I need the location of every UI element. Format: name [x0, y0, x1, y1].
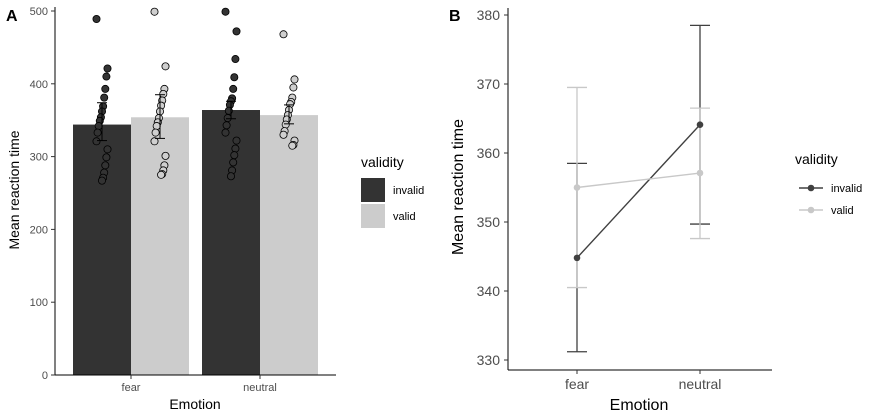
y-tick-label: 340	[477, 283, 501, 299]
point-invalid-neutral	[230, 151, 239, 160]
x-tick-label: fear	[122, 382, 141, 394]
y-tick-label: 380	[477, 7, 501, 23]
legend-label-valid: valid	[393, 211, 416, 223]
point-invalid-fear	[92, 137, 101, 146]
legend-label-invalid: invalid	[831, 183, 862, 195]
point-valid-neutral	[279, 130, 288, 139]
point-valid-fear	[150, 137, 159, 146]
point-invalid-fear	[101, 161, 110, 170]
panel-b-error-bars	[567, 24, 710, 353]
point-valid-fear	[161, 151, 170, 160]
y-tick-label: 300	[30, 152, 48, 164]
point-valid-neutral	[288, 141, 297, 150]
x-tick-label: fear	[565, 376, 589, 392]
point-invalid-neutral	[222, 121, 231, 130]
series-line-valid	[576, 172, 701, 189]
point-invalid-neutral	[223, 114, 232, 123]
point-invalid-neutral	[696, 121, 704, 129]
y-tick-label: 370	[477, 76, 501, 92]
panel-b-x-ticks: fear neutral	[565, 370, 721, 392]
point-valid-fear	[159, 89, 168, 98]
point-invalid-fear	[101, 84, 110, 93]
panel-b: B 330 340 350 360 370 380 fear neutral Emotion…	[449, 7, 862, 414]
bar-invalid-neutral	[202, 110, 260, 376]
point-valid-fear	[151, 128, 160, 137]
panel-b-label: B	[449, 8, 461, 25]
panel-b-x-axis-title: Emotion	[610, 397, 669, 414]
point-invalid-neutral	[231, 144, 240, 153]
legend-key-valid	[361, 204, 385, 228]
point-valid-fear	[150, 7, 159, 16]
point-invalid-fear	[92, 15, 101, 24]
panel-b-points	[573, 121, 704, 262]
panel-a-y-ticks: 0 100 200 300 400 500	[30, 6, 55, 382]
panel-a-legend-title: validity	[361, 154, 404, 170]
y-tick-label: 400	[30, 79, 48, 91]
point-valid-neutral	[289, 83, 298, 92]
point-valid-neutral	[290, 75, 299, 84]
panel-a: A 0 100 200 300 400 500 fear neutral Emotion M…	[6, 6, 424, 412]
panel-b-y-axis-title: Mean reaction time	[450, 119, 467, 255]
x-tick-label: neutral	[243, 382, 277, 394]
legend-dot-invalid	[807, 184, 815, 192]
panel-a-error-bars	[97, 94, 294, 142]
point-invalid-fear	[103, 145, 112, 154]
point-invalid-neutral	[226, 172, 235, 181]
bar-invalid-fear	[73, 124, 131, 376]
bar-valid-fear	[131, 117, 189, 376]
y-tick-label: 500	[30, 6, 48, 18]
point-invalid-neutral	[230, 73, 239, 82]
point-invalid-fear	[93, 128, 102, 137]
point-invalid-neutral	[221, 128, 230, 137]
point-invalid-neutral	[231, 55, 240, 64]
point-valid-fear	[157, 170, 166, 179]
y-tick-label: 0	[42, 370, 48, 382]
legend-label-valid: valid	[831, 205, 854, 217]
panel-b-legend: validity invalid valid	[795, 151, 862, 217]
panel-b-legend-title: validity	[795, 151, 838, 167]
point-invalid-neutral	[229, 84, 238, 93]
series-line-invalid	[576, 124, 701, 259]
point-valid-neutral	[279, 30, 288, 39]
y-tick-label: 360	[477, 145, 501, 161]
point-valid-fear	[573, 184, 581, 191]
x-tick-label: neutral	[679, 376, 722, 392]
legend-label-invalid: invalid	[393, 185, 424, 197]
bar-valid-neutral	[260, 115, 318, 375]
legend-dot-valid	[807, 206, 815, 214]
legend-key-invalid	[361, 178, 385, 202]
point-invalid-neutral	[232, 27, 241, 36]
point-valid-neutral	[696, 169, 704, 177]
point-valid-fear	[152, 122, 161, 131]
point-invalid-fear	[102, 153, 111, 162]
panel-a-points	[92, 7, 299, 185]
panel-b-y-ticks: 330 340 350 360 370 380	[477, 7, 508, 368]
point-invalid-neutral	[221, 7, 230, 16]
panel-a-label: A	[6, 8, 18, 25]
panel-a-x-ticks: fear neutral	[122, 375, 277, 394]
panel-b-lines	[576, 124, 701, 259]
point-valid-neutral	[281, 120, 290, 129]
point-invalid-fear	[103, 64, 112, 73]
y-tick-label: 200	[30, 224, 48, 236]
y-tick-label: 330	[477, 352, 501, 368]
y-tick-label: 350	[477, 214, 501, 230]
point-invalid-fear	[102, 72, 111, 81]
panel-a-x-axis-title: Emotion	[169, 396, 220, 412]
panel-a-y-axis-title: Mean reaction time	[6, 130, 22, 249]
y-tick-label: 100	[30, 297, 48, 309]
point-invalid-neutral	[229, 158, 238, 167]
panel-a-legend: validity invalid valid	[361, 154, 424, 228]
point-invalid-fear	[100, 93, 109, 102]
point-invalid-neutral	[232, 136, 241, 145]
point-invalid-fear	[94, 122, 103, 131]
point-invalid-fear	[98, 176, 107, 185]
point-invalid-fear	[573, 254, 581, 262]
point-valid-fear	[161, 62, 170, 71]
